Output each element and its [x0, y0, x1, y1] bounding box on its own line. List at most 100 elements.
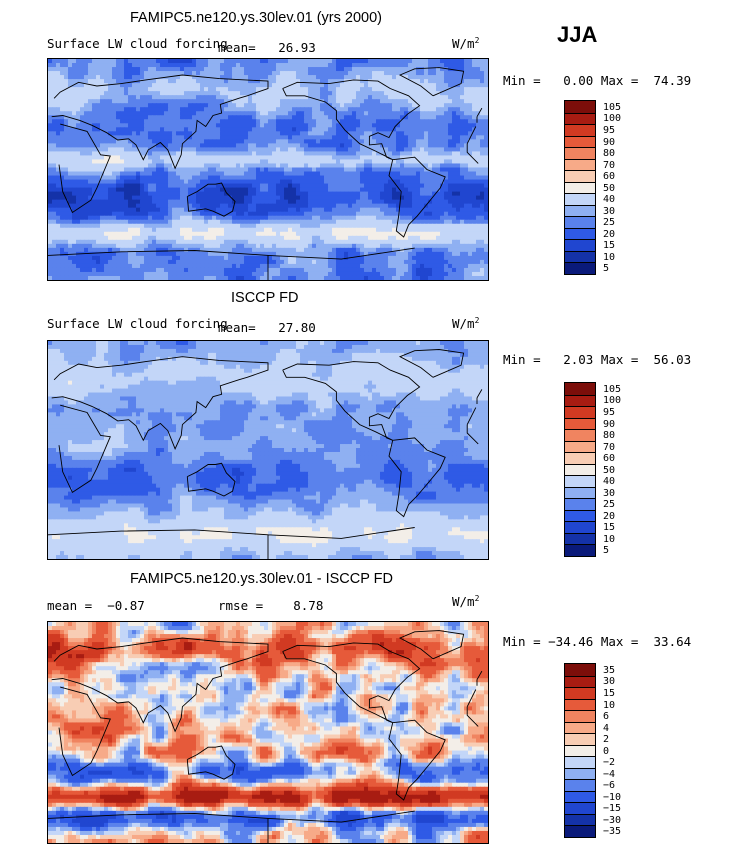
- field-cell: [128, 135, 133, 140]
- field-cell: [236, 171, 241, 177]
- field-cell: [316, 83, 321, 88]
- field-cell: [92, 183, 97, 189]
- field-cell: [344, 147, 349, 153]
- field-cell: [84, 103, 89, 108]
- field-cell: [308, 135, 313, 140]
- field-cell: [60, 199, 65, 205]
- field-cell: [148, 123, 153, 128]
- field-cell: [320, 179, 325, 185]
- field-cell: [340, 183, 345, 189]
- field-cell: [320, 139, 325, 144]
- field-cell: [152, 183, 157, 189]
- field-cell: [432, 235, 437, 241]
- field-cell: [300, 151, 305, 157]
- field-cell: [428, 143, 433, 148]
- field-cell: [244, 87, 249, 92]
- field-cell: [236, 115, 241, 120]
- field-cell: [120, 219, 125, 225]
- field-cell: [232, 183, 237, 189]
- field-cell: [368, 227, 373, 233]
- field-cell: [384, 211, 389, 217]
- field-cell: [440, 223, 445, 229]
- field-cell: [156, 223, 161, 229]
- field-cell: [204, 87, 209, 92]
- field-cell: [48, 199, 53, 205]
- field-cell: [184, 179, 189, 185]
- field-cell: [376, 167, 381, 173]
- field-cell: [80, 163, 85, 169]
- field-cell: [116, 119, 121, 124]
- field-cell: [152, 199, 157, 205]
- field-cell: [76, 223, 81, 229]
- field-cell: [224, 115, 229, 120]
- field-cell: [292, 75, 297, 80]
- field-cell: [368, 163, 373, 169]
- field-cell: [136, 67, 141, 72]
- field-cell: [468, 131, 473, 136]
- field-cell: [256, 63, 261, 68]
- field-cell: [484, 127, 488, 132]
- field-cell: [104, 235, 109, 241]
- field-cell: [296, 191, 301, 197]
- field-cell: [316, 107, 321, 112]
- field-cell: [148, 195, 153, 201]
- field-cell: [400, 143, 405, 148]
- field-cell: [424, 67, 429, 72]
- field-cell: [264, 159, 269, 165]
- field-cell: [144, 175, 149, 181]
- field-cell: [108, 187, 113, 193]
- field-cell: [260, 95, 265, 100]
- field-cell: [232, 139, 237, 144]
- field-cell: [172, 155, 177, 161]
- field-cell: [76, 203, 81, 209]
- field-cell: [300, 111, 305, 116]
- field-cell: [228, 135, 233, 140]
- field-cell: [160, 139, 165, 144]
- field-cell: [140, 203, 145, 209]
- field-cell: [172, 151, 177, 157]
- field-cell: [336, 147, 341, 153]
- field-cell: [340, 199, 345, 205]
- field-cell: [412, 195, 417, 201]
- field-cell: [272, 179, 277, 185]
- field-cell: [168, 151, 173, 157]
- field-cell: [188, 75, 193, 80]
- field-cell: [224, 183, 229, 189]
- field-cell: [356, 107, 361, 112]
- field-cell: [368, 127, 373, 132]
- field-cell: [188, 231, 193, 237]
- field-cell: [396, 175, 401, 181]
- field-cell: [284, 223, 289, 229]
- field-cell: [168, 211, 173, 217]
- field-cell: [272, 91, 277, 96]
- field-cell: [80, 167, 85, 173]
- field-cell: [340, 75, 345, 80]
- field-cell: [92, 103, 97, 108]
- field-cell: [200, 107, 205, 112]
- field-cell: [260, 107, 265, 112]
- field-cell: [156, 79, 161, 84]
- field-cell: [348, 71, 353, 76]
- field-cell: [292, 119, 297, 124]
- field-cell: [156, 207, 161, 213]
- field-cell: [152, 87, 157, 92]
- field-cell: [180, 227, 185, 233]
- field-cell: [176, 183, 181, 189]
- field-cell: [248, 127, 253, 132]
- field-cell: [288, 71, 293, 76]
- field-cell: [68, 83, 73, 88]
- field-cell: [412, 155, 417, 161]
- field-cell: [252, 71, 257, 76]
- field-cell: [484, 195, 488, 201]
- field-cell: [84, 219, 89, 225]
- field-cell: [140, 123, 145, 128]
- field-cell: [80, 115, 85, 120]
- field-cell: [240, 103, 245, 108]
- field-cell: [304, 75, 309, 80]
- field-cell: [428, 95, 433, 100]
- field-cell: [324, 71, 329, 76]
- field-cell: [200, 227, 205, 233]
- field-cell: [484, 187, 488, 193]
- field-cell: [132, 87, 137, 92]
- field-cell: [360, 91, 365, 96]
